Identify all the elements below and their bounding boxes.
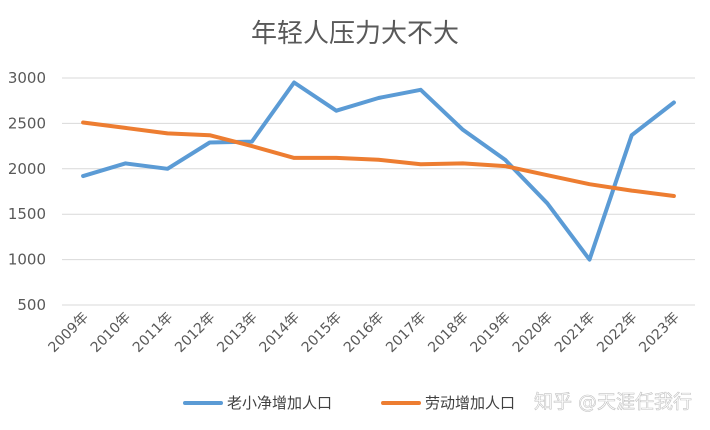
x-tick-label: 2013年 (214, 310, 260, 356)
data-point (81, 174, 85, 178)
x-tick-label: 2020年 (510, 310, 556, 356)
data-point (503, 164, 507, 168)
data-point (377, 96, 380, 100)
y-tick-label: 2500 (8, 114, 46, 132)
data-point (588, 258, 591, 262)
data-point (292, 81, 296, 85)
data-point (377, 158, 380, 162)
legend-label: 老小净增加人口 (227, 394, 332, 412)
x-tick-label: 2012年 (172, 310, 218, 356)
data-point (250, 144, 254, 148)
data-point (672, 194, 676, 198)
data-point (123, 126, 127, 130)
data-point (630, 133, 634, 137)
y-tick-label: 3000 (8, 69, 46, 87)
data-point (250, 140, 254, 144)
data-point (208, 140, 212, 144)
data-point (334, 156, 338, 160)
data-point (419, 162, 423, 166)
data-point (630, 189, 634, 193)
x-tick-label: 2010年 (88, 310, 134, 356)
data-point (503, 158, 507, 162)
y-axis-ticks: 500 1000 1500 2000 2500 3000 (8, 69, 46, 314)
series-line-1 (81, 80, 676, 262)
legend: 老小净增加人口 劳动增加人口 (183, 394, 515, 412)
data-point (123, 161, 127, 165)
data-point (588, 182, 591, 186)
watermark: 知乎 @天涯任我行 (534, 391, 693, 414)
data-point (545, 173, 549, 177)
y-tick-label: 1000 (8, 251, 46, 269)
data-point (166, 131, 169, 135)
y-tick-label: 1500 (8, 205, 46, 223)
data-point (166, 167, 169, 171)
x-tick-label: 2014年 (257, 310, 303, 356)
x-tick-label: 2017年 (383, 310, 429, 356)
data-point (461, 128, 465, 132)
x-tick-label: 2019年 (468, 310, 514, 356)
data-point (545, 201, 549, 205)
data-point (334, 109, 338, 113)
x-tick-label: 2011年 (130, 310, 176, 356)
x-axis-ticks: 2009年2010年2011年2012年2013年2014年2015年2016年… (46, 310, 683, 356)
gridlines (62, 77, 695, 306)
chart-title: 年轻人压力大不大 (251, 19, 459, 49)
data-point (672, 101, 676, 105)
series-lines (81, 80, 676, 262)
x-tick-label: 2009年 (46, 310, 92, 356)
data-point (292, 156, 296, 160)
data-point (81, 120, 85, 124)
x-tick-label: 2018年 (425, 310, 471, 356)
data-point (208, 133, 212, 137)
watermark-text: 知乎 @天涯任我行 (534, 391, 692, 413)
y-tick-label: 500 (17, 296, 46, 314)
x-tick-label: 2015年 (299, 310, 345, 356)
x-tick-label: 2022年 (594, 310, 640, 356)
x-tick-label: 2016年 (341, 310, 387, 356)
y-tick-label: 2000 (8, 160, 46, 178)
legend-label: 劳动增加人口 (425, 394, 515, 412)
x-tick-label: 2023年 (636, 310, 682, 356)
x-tick-label: 2021年 (552, 310, 598, 356)
data-point (419, 88, 423, 92)
data-point (461, 161, 465, 165)
